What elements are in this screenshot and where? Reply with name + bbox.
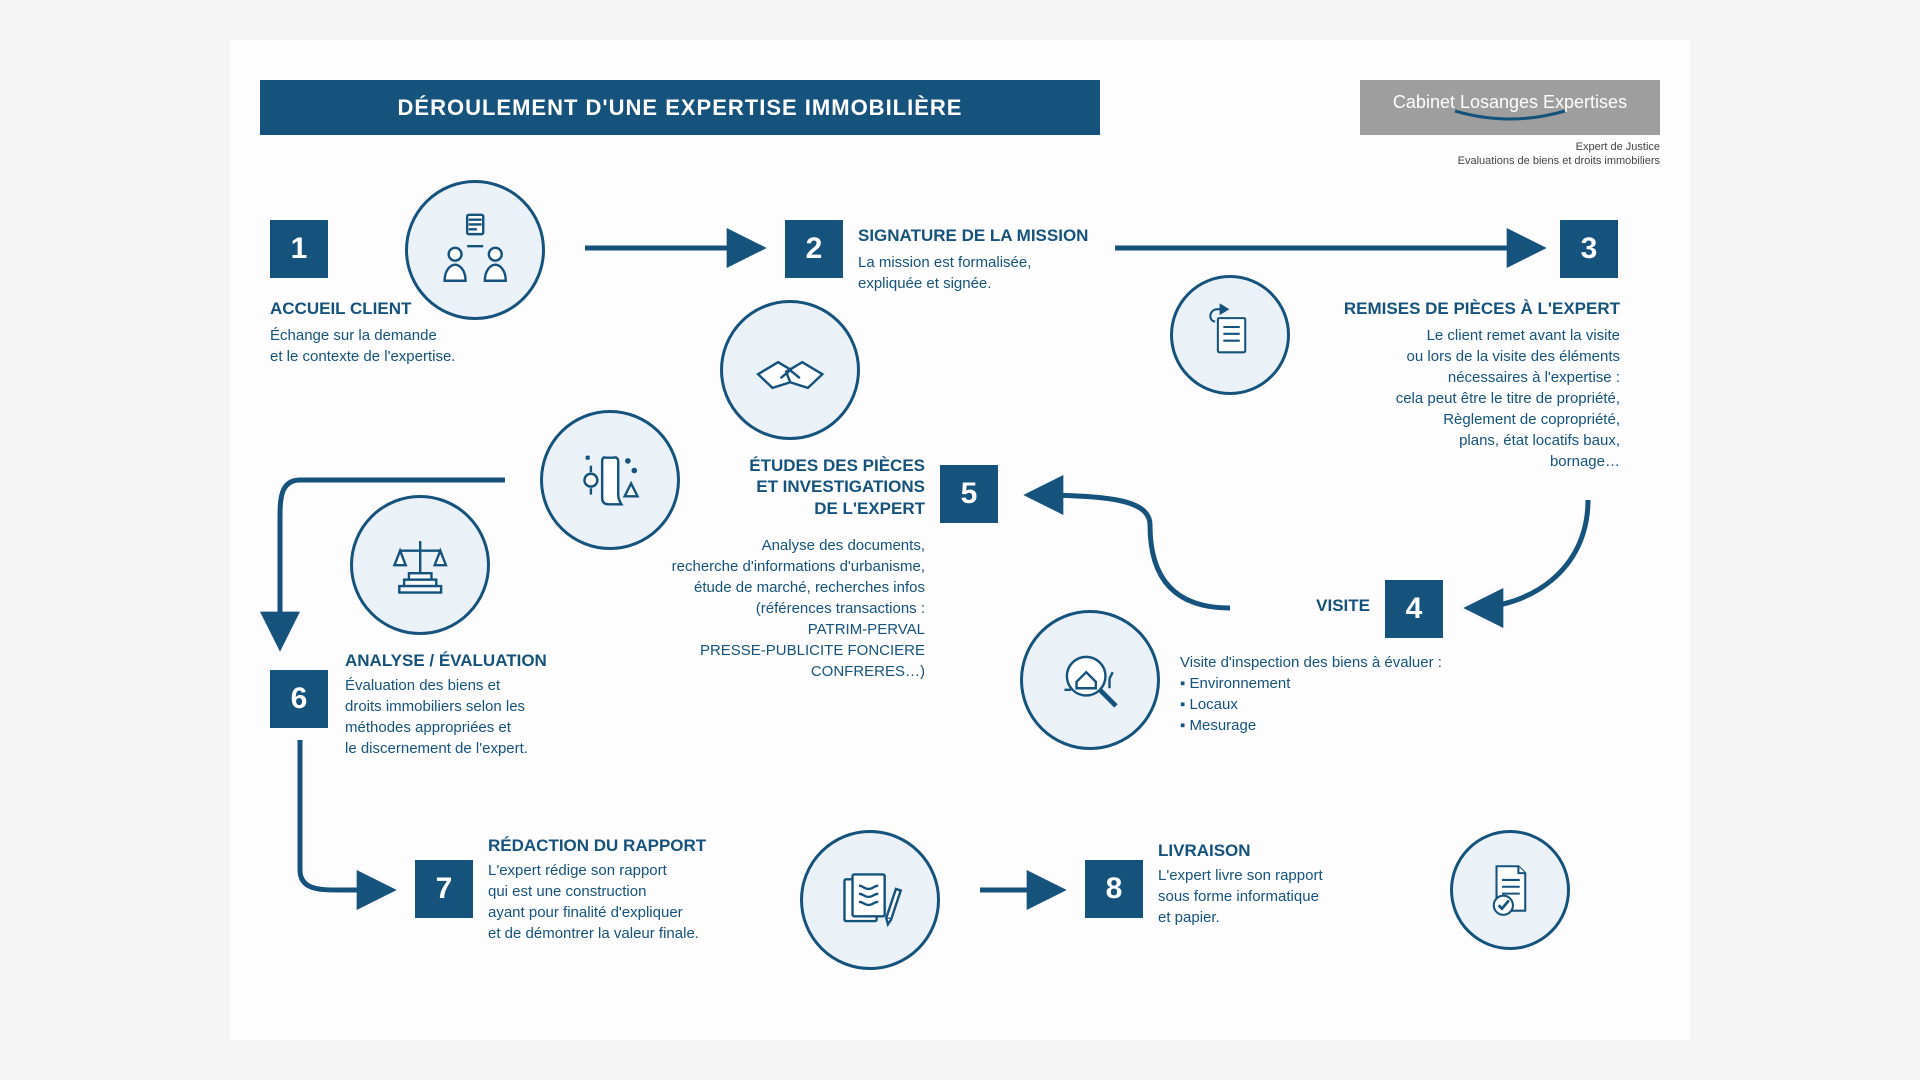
- step-5-icon: [540, 410, 680, 550]
- step-1-icon: [405, 180, 545, 320]
- logo-sub2: Evaluations de biens et droits immobilie…: [1360, 154, 1660, 168]
- step-6-number: 6: [270, 670, 328, 728]
- step-2-title: SIGNATURE DE LA MISSION: [858, 225, 1088, 246]
- step-2-desc: La mission est formalisée, expliquée et …: [858, 252, 1098, 294]
- step-4-title: VISITE: [1250, 595, 1370, 616]
- step-8-number: 8: [1085, 860, 1143, 918]
- step-3-number: 3: [1560, 220, 1618, 278]
- infographic-canvas: DÉROULEMENT D'UNE EXPERTISE IMMOBILIÈRE …: [230, 40, 1690, 1040]
- step-5-number: 5: [940, 465, 998, 523]
- step-2-number: 2: [785, 220, 843, 278]
- title-bar: DÉROULEMENT D'UNE EXPERTISE IMMOBILIÈRE: [260, 80, 1100, 135]
- step-5-title: ÉTUDES DES PIÈCES ET INVESTIGATIONS DE L…: [690, 455, 925, 519]
- logo-subtitle: Expert de Justice Evaluations de biens e…: [1360, 140, 1660, 169]
- step-3-title: REMISES DE PIÈCES À L'EXPERT: [1310, 298, 1620, 319]
- step-5-desc: Analyse des documents, recherche d'infor…: [625, 535, 925, 682]
- step-3-icon: [1170, 275, 1290, 395]
- step-4-number: 4: [1385, 580, 1443, 638]
- step-6-icon: [350, 495, 490, 635]
- step-1-title: ACCUEIL CLIENT: [270, 298, 411, 319]
- logo-box: Cabinet Losanges Expertises: [1360, 80, 1660, 135]
- step-8-icon: [1450, 830, 1570, 950]
- step-4-desc: Visite d'inspection des biens à évaluer …: [1180, 652, 1540, 736]
- title-text: DÉROULEMENT D'UNE EXPERTISE IMMOBILIÈRE: [398, 95, 963, 121]
- step-7-desc: L'expert rédige son rapport qui est une …: [488, 860, 758, 944]
- step-7-title: RÉDACTION DU RAPPORT: [488, 835, 706, 856]
- step-1-desc: Échange sur la demande et le contexte de…: [270, 325, 530, 367]
- step-4-icon: [1020, 610, 1160, 750]
- step-2-icon: [720, 300, 860, 440]
- step-7-icon: [800, 830, 940, 970]
- step-1-number: 1: [270, 220, 328, 278]
- step-7-number: 7: [415, 860, 473, 918]
- step-3-desc: Le client remet avant la visite ou lors …: [1310, 325, 1620, 472]
- step-6-desc: Évaluation des biens et droits immobilie…: [345, 675, 595, 759]
- step-8-title: LIVRAISON: [1158, 840, 1251, 861]
- step-6-title: ANALYSE / ÉVALUATION: [345, 650, 547, 671]
- step-8-desc: L'expert livre son rapport sous forme in…: [1158, 865, 1418, 928]
- logo-sub1: Expert de Justice: [1360, 140, 1660, 154]
